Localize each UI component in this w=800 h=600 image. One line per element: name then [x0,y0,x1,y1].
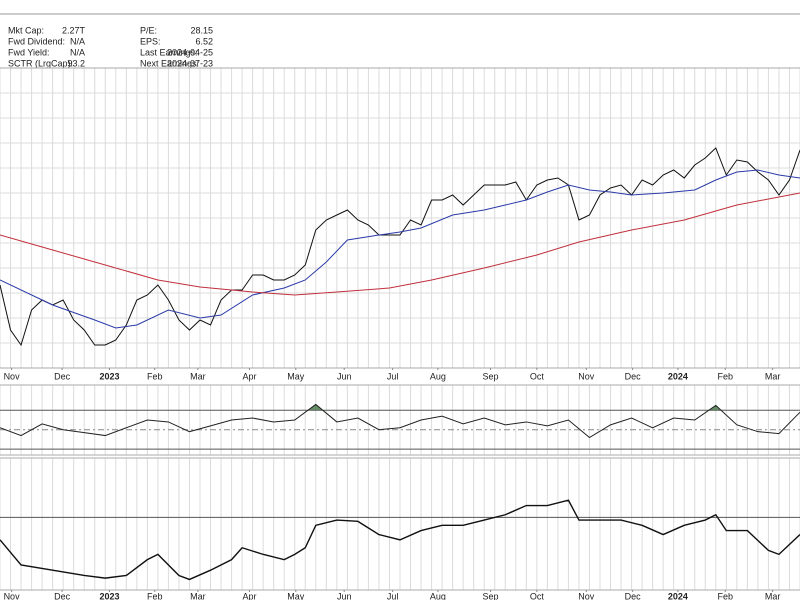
series-line [0,192,800,296]
x-tick-label: Apr [242,591,256,600]
x-tick-label: Dec [625,371,642,381]
x-tick-label: Nov [578,371,595,381]
x-tick-label: Dec [54,371,71,381]
x-tick-label: Dec [625,591,642,600]
x-tick-label: Oct [530,591,545,600]
x-tick-label: Sep [483,371,499,381]
x-tick-label: Mar [765,591,781,600]
x-tick-label: Mar [190,371,206,381]
x-tick-label: Oct [530,371,545,381]
series-line [0,147,800,347]
stat-label: SCTR (LrgCap): [8,58,73,68]
stat-value: 6.52 [195,36,213,46]
x-tick-label: 2024 [668,371,688,381]
x-tick-label: May [287,371,305,381]
stat-value: 2.27T [62,25,86,35]
x-tick-label: Jun [337,371,352,381]
stat-value: 28.15 [190,25,213,35]
x-tick-label: Jul [387,371,399,381]
x-tick-label: Dec [54,591,71,600]
stat-label: P/E: [140,25,157,35]
x-tick-label: Feb [147,591,163,600]
series-line [0,403,800,439]
x-tick-label: Jun [337,591,352,600]
stat-value: 2024-07-23 [167,58,213,68]
x-tick-label: Feb [718,371,734,381]
x-tick-label: Nov [4,371,21,381]
series-line [0,169,800,329]
x-tick-label: Feb [147,371,163,381]
x-tick-label: Aug [430,371,446,381]
stat-label: Mkt Cap: [8,25,44,35]
x-tick-label: Feb [718,591,734,600]
stat-value: 2024-04-25 [167,47,213,57]
x-tick-label: Mar [190,591,206,600]
stat-label: Fwd Yield: [8,47,50,57]
x-tick-label: Jul [387,591,399,600]
x-tick-label: Nov [4,591,21,600]
x-tick-label: 2024 [668,591,688,600]
x-tick-label: 2023 [99,371,119,381]
stat-label: EPS: [140,36,161,46]
stat-value: N/A [70,47,85,57]
stat-value: N/A [70,36,85,46]
stat-value: 93.2 [67,58,85,68]
x-tick-label: 2023 [99,591,119,600]
stat-label: Next Earnings: [140,58,199,68]
x-tick-label: Sep [483,591,499,600]
stat-label: Fwd Dividend: [8,36,65,46]
x-tick-label: Nov [578,591,595,600]
stat-label: Last Earnings: [140,47,198,57]
series-line [0,499,800,581]
x-tick-label: Aug [430,591,446,600]
x-tick-label: Apr [242,371,256,381]
x-tick-label: May [287,591,305,600]
x-tick-label: Mar [765,371,781,381]
